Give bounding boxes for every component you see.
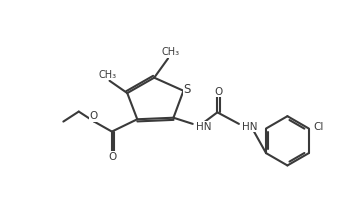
Text: O: O xyxy=(108,152,117,162)
Text: CH₃: CH₃ xyxy=(161,47,179,57)
Text: HN: HN xyxy=(196,122,211,132)
Text: HN: HN xyxy=(242,122,257,132)
Text: Cl: Cl xyxy=(313,122,324,132)
Text: CH₃: CH₃ xyxy=(99,70,117,80)
Text: S: S xyxy=(183,83,191,96)
Text: O: O xyxy=(214,87,222,97)
Text: O: O xyxy=(89,111,98,121)
